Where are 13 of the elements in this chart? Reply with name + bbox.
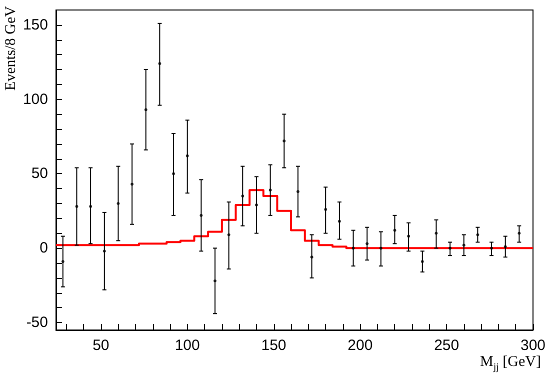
x-tick-label: 150 <box>261 337 286 354</box>
y-tick-label: 50 <box>31 165 48 182</box>
x-tick-label: 300 <box>520 337 545 354</box>
y-axis-title: Events/8 GeV <box>2 6 20 91</box>
y-tick-label: 100 <box>22 90 48 108</box>
x-tick-label: 250 <box>434 337 460 354</box>
x-tick-label: 100 <box>174 337 200 354</box>
x-tick-label: 50 <box>92 337 110 354</box>
x-tick-label: 200 <box>348 337 373 354</box>
y-tick-label: 0 <box>40 240 48 257</box>
y-tick-label: 150 <box>22 16 48 34</box>
y-tick-label: -50 <box>26 314 48 332</box>
x-axis-title: M$_{jj}$ [GeV] <box>480 353 541 373</box>
